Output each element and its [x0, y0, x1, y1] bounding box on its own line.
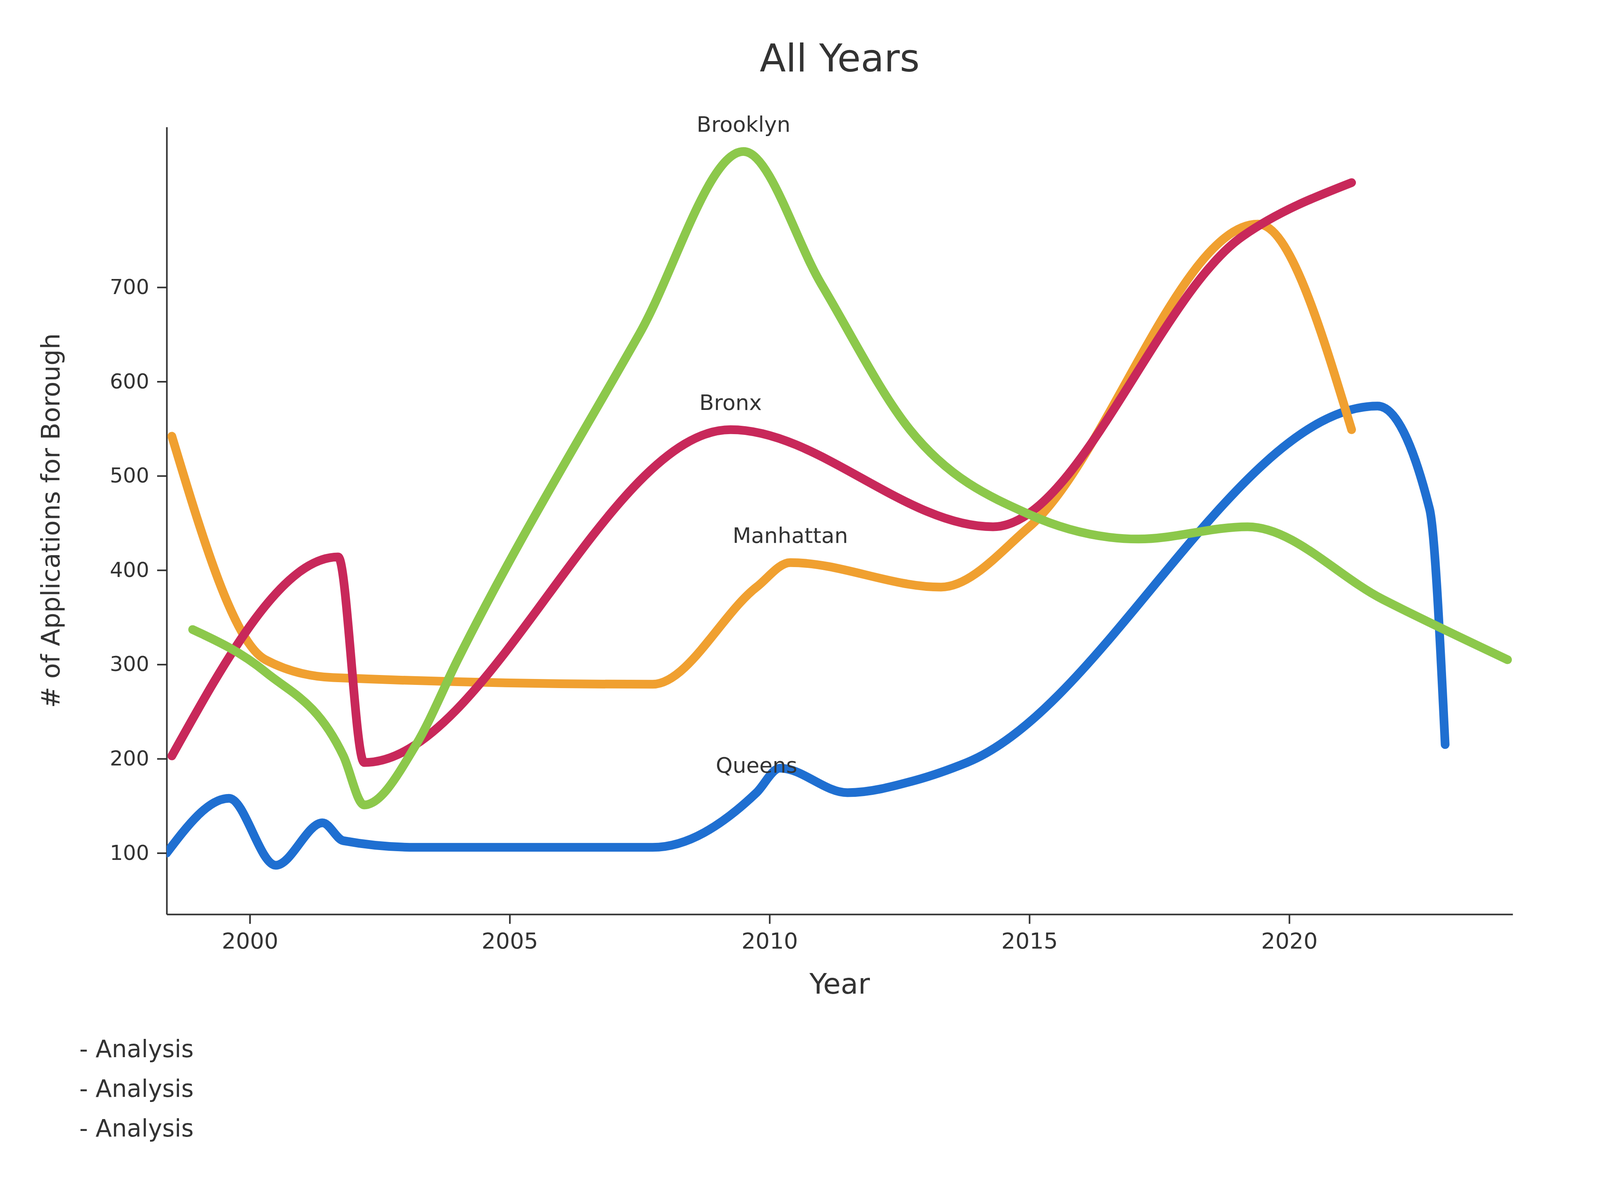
y-tick-label: 400 — [109, 557, 150, 582]
y-tick: 700 — [109, 275, 167, 299]
series-line — [192, 151, 1508, 806]
chart: 2000 2005 2010 2015 2020 100 200 300 400 500 600 70… — [0, 0, 1600, 1200]
title: All Years — [759, 36, 920, 81]
lines — [166, 151, 1508, 866]
x-tick: 2005 — [481, 914, 539, 954]
y-tick-mark — [157, 663, 167, 666]
y-tick-mark — [157, 380, 167, 383]
x-tick-mark — [1028, 914, 1031, 924]
x-tick: 2020 — [1261, 914, 1318, 954]
x-axis-title: Year — [809, 967, 871, 1001]
y-tick-label: 100 — [109, 840, 150, 865]
y-tick-mark — [157, 757, 167, 760]
note: - Analysis — [79, 1074, 194, 1103]
y-axis: 100 200 300 400 500 600 700 — [109, 127, 168, 915]
plot: 2000 2005 2010 2015 2020 100 200 300 400 500 600 70… — [109, 111, 1514, 954]
x-tick: 2010 — [741, 914, 799, 954]
series-label: Manhattan — [732, 523, 849, 549]
y-tick: 600 — [109, 369, 167, 394]
y-axis-line — [166, 127, 168, 915]
series-line — [171, 182, 1352, 763]
x-axis: 2000 2005 2010 2015 2020 — [167, 914, 1514, 954]
y-tick-mark — [157, 852, 167, 854]
x-tick-label: 2020 — [1261, 927, 1318, 954]
note: - Analysis — [79, 1114, 194, 1143]
y-tick-mark — [157, 475, 167, 477]
y-tick-mark — [157, 569, 167, 572]
line-labels: Queens Manhattan Bronx Brooklyn — [696, 111, 849, 779]
x-tick-mark — [769, 914, 771, 924]
series-label: Queens — [715, 752, 798, 778]
note: - Analysis — [79, 1034, 194, 1063]
y-tick-label: 700 — [109, 275, 150, 299]
x-axis-line — [167, 913, 1514, 916]
y-tick: 100 — [109, 840, 167, 865]
x-tick-label: 2015 — [1001, 927, 1058, 954]
y-tick: 300 — [109, 651, 167, 676]
y-tick: 200 — [109, 746, 167, 771]
x-tick-mark — [249, 914, 251, 924]
background — [0, 0, 1600, 1200]
x-tick-label: 2005 — [481, 927, 539, 954]
y-axis-title: # of Applications for Borough — [36, 333, 66, 709]
y-tick-mark — [157, 286, 167, 289]
notes: - Analysis - Analysis - Analysis — [79, 1034, 194, 1143]
series-label: Brooklyn — [696, 111, 791, 137]
series-label: Bronx — [699, 390, 762, 416]
x-tick-label: 2000 — [221, 927, 279, 954]
y-tick-label: 500 — [109, 463, 150, 488]
y-tick-label: 200 — [109, 746, 150, 771]
x-tick: 2015 — [1001, 914, 1058, 954]
x-tick: 2000 — [221, 914, 279, 954]
x-tick-mark — [509, 914, 511, 924]
x-tick-label: 2010 — [741, 927, 799, 954]
y-tick-label: 300 — [109, 651, 150, 676]
y-tick: 400 — [109, 557, 167, 582]
y-tick-label: 600 — [109, 369, 150, 394]
x-tick-mark — [1288, 914, 1291, 924]
y-tick: 500 — [109, 463, 167, 488]
